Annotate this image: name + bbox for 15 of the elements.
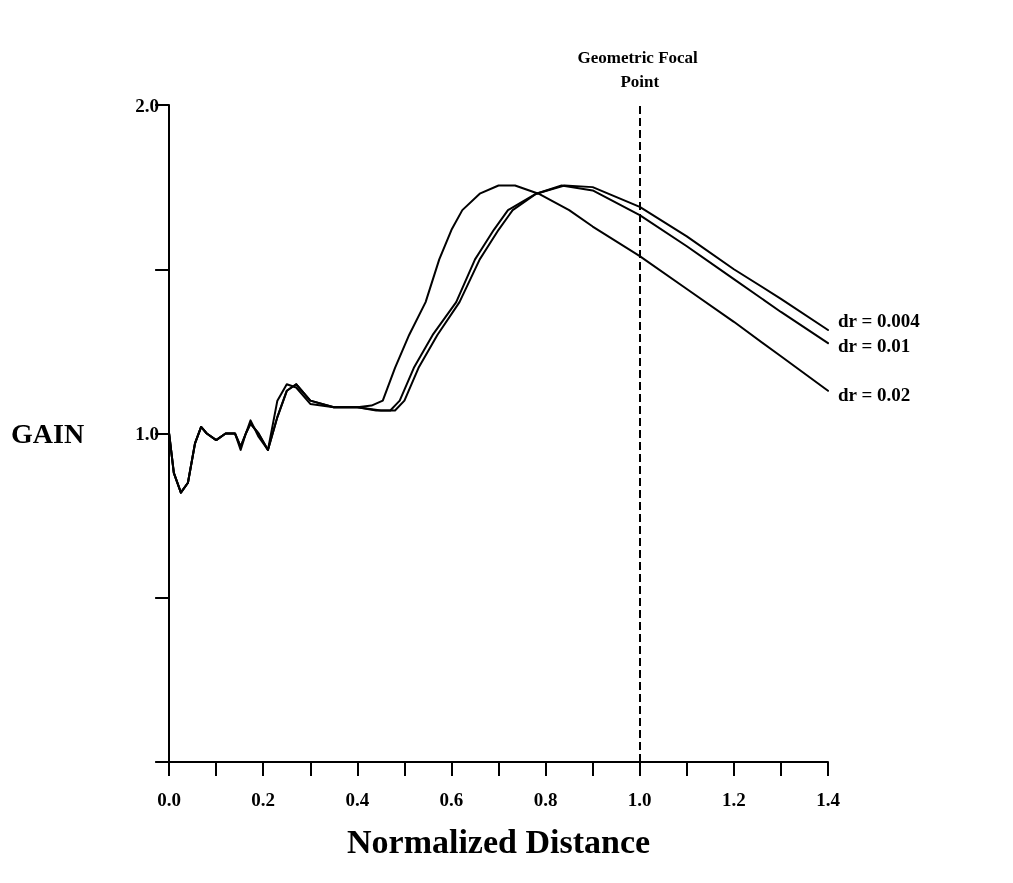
x-tick-label: 0.8 (533, 789, 558, 810)
x-tick-label: 1.0 (627, 789, 652, 810)
y-axis-title: GAIN (10, 418, 85, 449)
x-tick-label: 0.2 (251, 789, 276, 810)
x-tick-label: 0.6 (439, 789, 464, 810)
series-label: dr = 0.004 (838, 309, 921, 331)
x-axis-title: Normalized Distance (347, 822, 651, 860)
x-tick-label: 1.2 (722, 789, 746, 810)
x-tick-label: 0.0 (157, 789, 181, 810)
series-label: dr = 0.02 (838, 384, 911, 406)
x-tick-label: 0.4 (345, 789, 370, 810)
x-tick-label: 1.4 (816, 789, 841, 810)
y-tick-label: 2.0 (135, 94, 160, 116)
series-label: dr = 0.01 (838, 334, 911, 356)
ref-line-label: Geometric Focal Point (577, 47, 703, 91)
